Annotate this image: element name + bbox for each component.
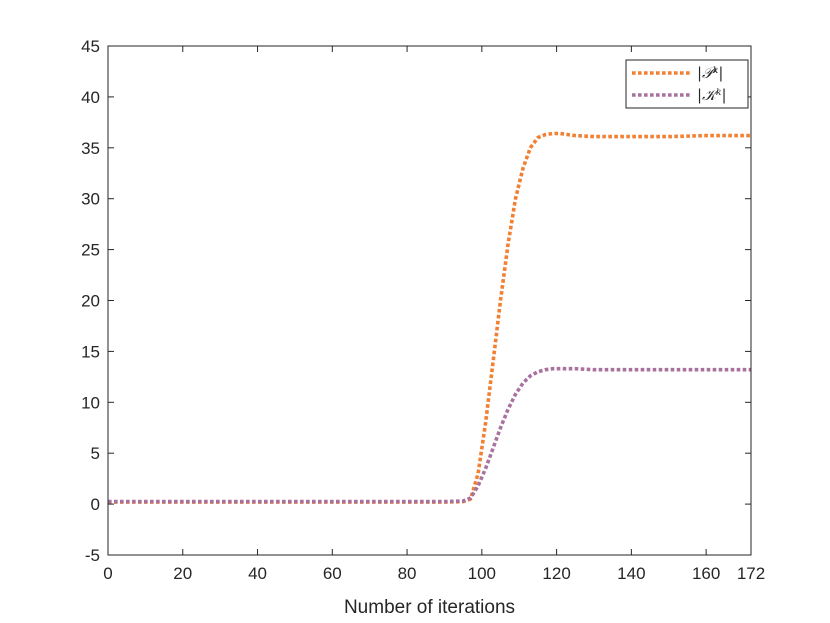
y-tick-label: 20 [81,292,100,311]
y-tick-label: 0 [91,495,100,514]
series-line-2 [108,366,751,504]
x-tick-label: 60 [323,564,342,583]
x-axis-label: Number of iterations [344,597,515,618]
y-tick-label: 35 [81,139,100,158]
y-tick-label: 30 [81,190,100,209]
y-tick-label: 25 [81,241,100,260]
series-layer [108,131,751,504]
legend-label-2: |𝒦ᵏ| [697,86,727,104]
legend-box [625,59,749,109]
x-tick-label: 80 [398,564,417,583]
y-tick-label: 15 [81,342,100,361]
x-tick-label: 20 [173,564,192,583]
x-tick-label: 160 [692,564,720,583]
x-tick-label: 100 [468,564,496,583]
y-tick-label: 45 [81,37,100,56]
plot-area [108,46,751,555]
x-tick-label: 172 [737,564,765,583]
legend: |𝒫ᵏ| |𝒦ᵏ| [625,59,749,109]
x-tick-label: 140 [617,564,645,583]
y-tick-label: 40 [81,88,100,107]
y-tick-label: 5 [91,444,100,463]
y-tick-label: 10 [81,393,100,412]
series-line-1 [108,131,751,504]
legend-label-1: |𝒫ᵏ| [697,64,723,82]
x-tick-label: 120 [542,564,570,583]
x-tick-label: 0 [103,564,112,583]
ticks-layer: 0 20 40 60 80 100 120 140 160 172-505101520253035… [81,37,765,583]
x-tick-label: 40 [248,564,267,583]
y-tick-label: -5 [85,546,100,565]
